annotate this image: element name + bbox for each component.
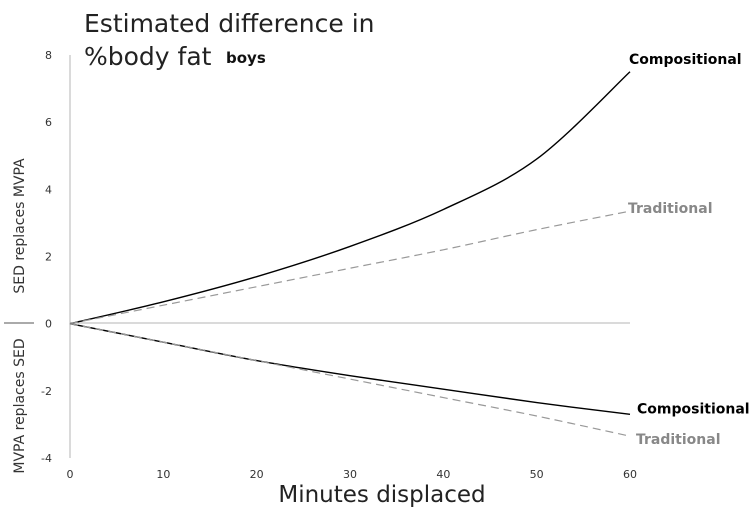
traditional-series-line: [69, 210, 631, 325]
chart-title-line2: %body fat: [84, 42, 212, 71]
x-tick-label: 20: [250, 468, 264, 481]
x-tick-label: 60: [623, 468, 637, 481]
series-label: Traditional: [628, 201, 713, 217]
y-tick-label: 0: [45, 318, 52, 331]
x-tick-label: 50: [530, 468, 544, 481]
x-tick-label: 40: [436, 468, 450, 481]
y-tick-label: -2: [41, 385, 52, 398]
series-label: Traditional: [636, 432, 721, 448]
y-tick-label: 8: [45, 49, 52, 62]
compositional-series-line: [69, 71, 631, 325]
y-tick-label: -4: [41, 452, 52, 465]
y-tick-label: 2: [45, 251, 52, 264]
compositional-series-line: [69, 322, 631, 416]
x-tick-label: 30: [343, 468, 357, 481]
chart-title: Estimated difference in: [84, 9, 374, 38]
traditional-series-line: [69, 323, 631, 437]
x-axis-label: Minutes displaced: [278, 482, 485, 507]
y-tick-label: 6: [45, 116, 52, 129]
y-axis-label-upper: SED replaces MVPA: [12, 158, 28, 294]
x-tick-label: 10: [156, 468, 170, 481]
series-label: Compositional: [629, 52, 742, 68]
chart-title-bold: boys: [226, 49, 266, 67]
y-tick-label: 4: [45, 183, 52, 196]
y-axis-label-lower: MVPA replaces SED: [12, 338, 28, 473]
series-label: Compositional: [637, 401, 750, 417]
x-tick-label: 0: [67, 468, 74, 481]
